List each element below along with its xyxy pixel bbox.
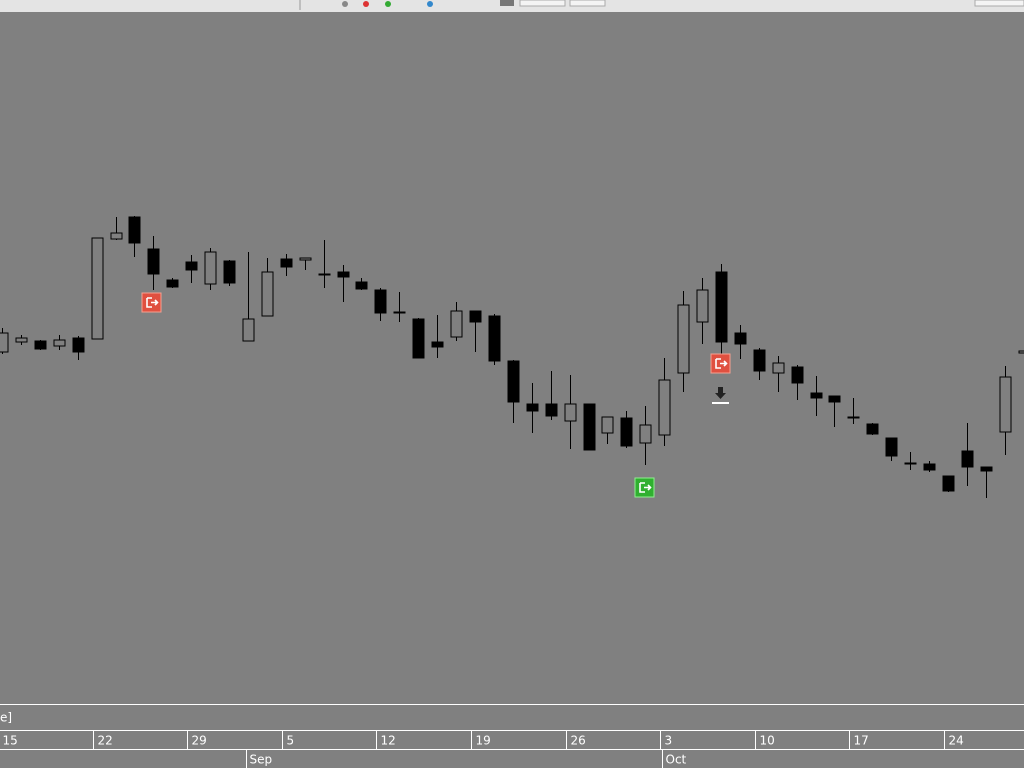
candle-body [791,366,804,384]
plot-area [0,216,1024,498]
x-tick-label: 5 [287,734,295,748]
candle-body [204,251,217,285]
candle-body [242,318,255,342]
candle-body [564,403,577,422]
candle-body [696,289,709,323]
candle-body [147,248,160,275]
candle-body [355,281,368,290]
candle-body [753,349,766,372]
x-tick-label: 26 [571,734,586,748]
candle-body [166,279,179,288]
x-tick-label: 17 [854,734,869,748]
candle-body [34,340,47,350]
toolbar-icon[interactable] [342,1,348,7]
candle-body [72,337,85,353]
candle-body [885,437,898,457]
toolbar-icon[interactable] [363,1,369,7]
candle-body [110,232,123,240]
candle-body [999,376,1012,433]
candle-body [185,261,198,271]
candle-body [658,379,671,436]
candle-body [904,462,917,465]
month-label: Sep [250,753,273,767]
candle-body [923,463,936,471]
candle-body [337,271,350,278]
signal-markers [141,292,731,498]
candle-body [0,332,9,353]
candle-body [677,304,690,374]
x-tick-label: 15 [3,734,18,748]
x-tick-label: 19 [476,734,491,748]
candle-body [393,311,406,314]
candle-body [15,337,28,343]
candle-body [620,417,633,447]
candle-body [469,310,482,323]
candle-body [1018,350,1024,354]
candle-body [828,395,841,403]
toolbar-icon[interactable] [385,1,391,7]
candle-body [734,332,747,345]
candle-body [715,271,728,343]
toolbar-icon[interactable] [500,0,514,6]
candle-body [639,424,652,444]
candle-body [526,403,539,412]
candle-body [412,318,425,359]
candle-body [942,475,955,492]
x-tick-label: 12 [381,734,396,748]
toolbar-field[interactable] [519,0,566,7]
candle-body [261,271,274,317]
x-tick-label: 22 [98,734,113,748]
month-label: Oct [666,753,687,767]
sell-arrow [715,387,726,399]
candle-body [847,416,860,419]
candle-body [53,339,66,347]
candle-body [91,237,104,340]
x-tick-label: 24 [949,734,964,748]
x-tick-label: 3 [665,734,673,748]
candle-body [583,403,596,451]
candle-body [280,258,293,268]
candle-body [450,310,463,338]
candle-body [318,273,331,276]
x-tick-label: 10 [760,734,775,748]
candle-body [507,360,520,403]
x-tick-label: 29 [192,734,207,748]
candle-body [299,257,312,261]
candle-body [545,403,558,417]
toolbar-field[interactable] [569,0,606,7]
candle-body [601,416,614,434]
toolbar-icons [299,0,1024,10]
candle-body [772,362,785,374]
candle-body [810,392,823,399]
candle-body [431,341,444,348]
toolbar-icon[interactable] [427,1,433,7]
candle-body [374,289,387,314]
candle-body [488,315,501,362]
candle-body [223,260,236,284]
candle-body [866,423,879,435]
candle-body [128,216,141,244]
candle-body [961,450,974,468]
toolbar-field[interactable] [974,0,1024,7]
candle-body [980,466,993,472]
footer-text: e] [0,711,12,725]
